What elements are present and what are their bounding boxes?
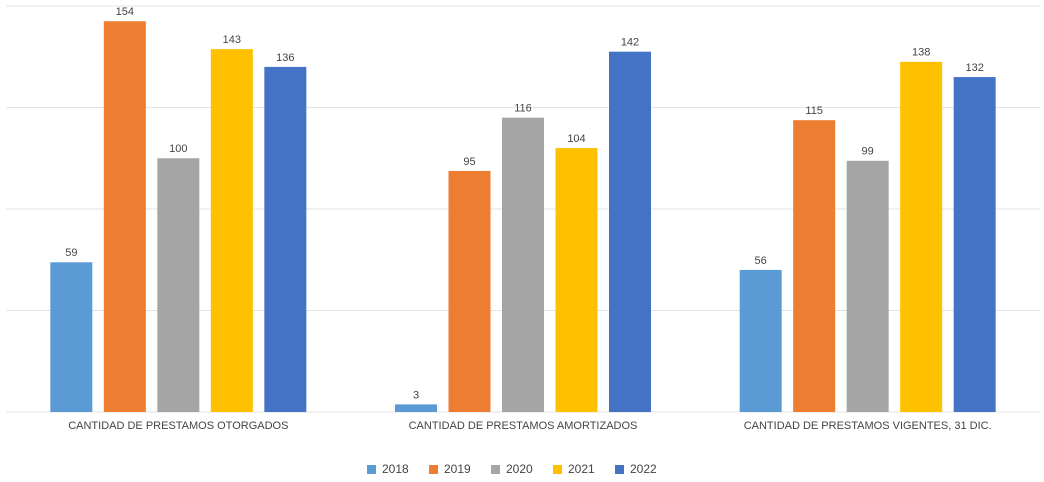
bar — [555, 148, 598, 412]
bar — [609, 51, 651, 413]
bar — [103, 21, 146, 412]
x-tick-label: CANTIDAD DE PRESTAMOS VIGENTES, 31 DIC. — [744, 420, 992, 432]
data-label: 138 — [912, 47, 930, 59]
data-label: 142 — [621, 37, 639, 49]
data-label: 100 — [169, 143, 187, 155]
bar — [157, 158, 200, 412]
x-tick-label: CANTIDAD DE PRESTAMOS AMORTIZADOS — [409, 420, 638, 432]
data-label: 3 — [413, 389, 419, 401]
bar — [900, 61, 943, 412]
data-label: 154 — [116, 6, 134, 18]
legend-swatch — [429, 465, 438, 474]
legend-swatch — [615, 465, 624, 474]
data-label: 99 — [862, 146, 874, 158]
bar — [210, 49, 253, 412]
bar — [502, 117, 544, 413]
bar — [793, 120, 836, 412]
bar — [264, 66, 307, 413]
bar — [50, 262, 93, 412]
data-label: 115 — [805, 105, 823, 117]
data-label: 143 — [223, 34, 241, 46]
data-label: 95 — [463, 156, 475, 168]
legend-swatch — [553, 465, 562, 474]
legend-label: 2020 — [506, 462, 533, 476]
bar — [846, 160, 889, 412]
bar — [739, 269, 782, 412]
legend-label: 2019 — [444, 462, 471, 476]
data-label: 132 — [965, 62, 983, 74]
legend-label: 2021 — [568, 462, 595, 476]
data-label: 136 — [276, 52, 294, 64]
data-label: 59 — [65, 247, 77, 259]
data-label: 104 — [567, 133, 585, 145]
legend-label: 2018 — [382, 462, 409, 476]
bar — [953, 77, 996, 413]
x-tick-label: CANTIDAD DE PRESTAMOS OTORGADOS — [68, 420, 288, 432]
legend-swatch — [491, 465, 500, 474]
bar — [395, 404, 437, 412]
legend-label: 2022 — [630, 462, 657, 476]
bar — [448, 170, 491, 412]
legend-swatch — [367, 465, 376, 474]
data-label: 116 — [514, 103, 532, 115]
data-label: 56 — [755, 255, 767, 267]
